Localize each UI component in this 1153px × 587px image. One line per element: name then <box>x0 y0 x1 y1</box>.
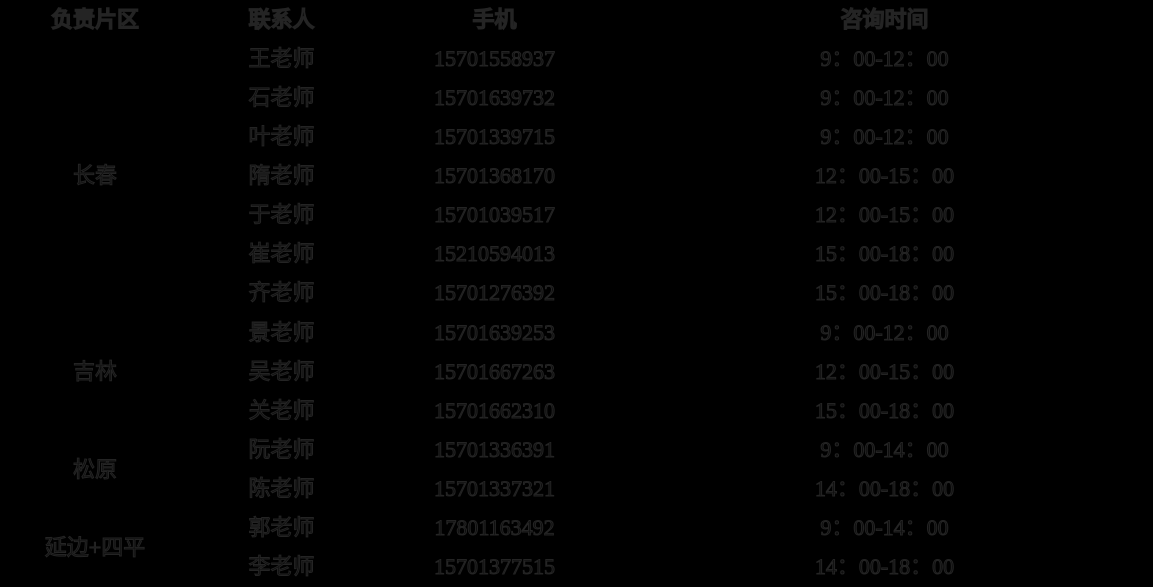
time-cell: 12：00-15：00 <box>814 162 955 188</box>
time-cell: 14：00-18：00 <box>814 476 955 502</box>
table-row: 石老师 15701639732 9：00-12：00 <box>0 78 1153 117</box>
phone-cell: 15701639253 <box>434 319 556 345</box>
time-cell: 9：00-12：00 <box>820 84 949 110</box>
phone-cell: 15701039517 <box>434 202 556 228</box>
table-row: 松原 阮老师 15701336391 9：00-14：00 <box>0 430 1153 481</box>
contact-cell: 石老师 <box>248 84 315 110</box>
contact-cell: 叶老师 <box>248 123 315 149</box>
table-row: 叶老师 15701339715 9：00-12：00 <box>0 117 1153 156</box>
phone-cell: 15701336391 <box>434 436 556 462</box>
table-row: 陈老师 15701337321 14：00-18：00 <box>0 470 1153 509</box>
phone-cell: 15701276392 <box>434 280 556 306</box>
table-row: 吴老师 15701667263 12：00-15：00 <box>0 352 1153 391</box>
phone-cell: 15701339715 <box>434 123 556 149</box>
time-cell: 12：00-15：00 <box>814 202 955 228</box>
table-row: 李老师 15701377515 14：00-18：00 <box>0 548 1153 587</box>
contact-cell: 陈老师 <box>248 476 315 502</box>
contact-cell: 吴老师 <box>248 358 315 384</box>
column-header-area: 负责片区 <box>50 6 139 32</box>
phone-cell: 15701667263 <box>434 358 556 384</box>
phone-cell: 15701377515 <box>434 554 556 580</box>
time-cell: 9：00-14：00 <box>820 436 949 462</box>
time-cell: 15：00-18：00 <box>814 280 955 306</box>
table-row: 长春 王老师 15701558937 9：00-12：00 <box>0 39 1153 187</box>
phone-cell: 15701368170 <box>434 162 556 188</box>
area-cell: 吉林 <box>72 358 117 384</box>
contact-cell: 齐老师 <box>248 280 315 306</box>
contact-cell: 郭老师 <box>248 515 315 541</box>
area-cell: 延边+四平 <box>44 534 146 560</box>
column-header-time: 咨询时间 <box>840 6 929 32</box>
phone-cell: 15210594013 <box>434 241 556 267</box>
time-cell: 15：00-18：00 <box>814 241 955 267</box>
column-header-contact: 联系人 <box>248 6 315 32</box>
time-cell: 15：00-18：00 <box>814 397 955 423</box>
table-row: 崔老师 15210594013 15：00-18：00 <box>0 235 1153 274</box>
contact-cell: 于老师 <box>248 202 315 228</box>
table-row: 齐老师 15701276392 15：00-18：00 <box>0 274 1153 313</box>
contact-cell: 崔老师 <box>248 241 315 267</box>
phone-cell: 15701558937 <box>434 45 556 71</box>
table-row: 延边+四平 郭老师 17801163492 9：00-14：00 <box>0 509 1153 559</box>
header-row: 负责片区 联系人 手机 咨询时间 <box>0 0 1153 39</box>
time-cell: 9：00-14：00 <box>820 515 949 541</box>
phone-cell: 15701639732 <box>434 84 556 110</box>
table-row: 隋老师 15701368170 12：00-15：00 <box>0 156 1153 195</box>
phone-cell: 15701662310 <box>434 397 556 423</box>
table-row: 吉林 景老师 15701639253 9：00-12：00 <box>0 313 1153 383</box>
area-cell: 松原 <box>72 456 117 482</box>
contact-cell: 李老师 <box>248 554 315 580</box>
area-cell: 长春 <box>72 162 117 188</box>
time-cell: 9：00-12：00 <box>820 123 949 149</box>
phone-cell: 17801163492 <box>434 515 555 541</box>
contact-cell: 景老师 <box>248 319 315 345</box>
contact-cell: 隋老师 <box>248 162 315 188</box>
time-cell: 12：00-15：00 <box>814 358 955 384</box>
contact-cell: 阮老师 <box>248 436 315 462</box>
time-cell: 9：00-12：00 <box>820 45 949 71</box>
phone-cell: 15701337321 <box>434 476 556 502</box>
time-cell: 9：00-12：00 <box>820 319 949 345</box>
table-body: 长春 王老师 15701558937 9：00-12：00 石老师 15701639732… <box>0 39 1153 587</box>
table-row: 于老师 15701039517 12：00-15：00 <box>0 196 1153 235</box>
column-header-phone: 手机 <box>472 6 517 32</box>
contact-cell: 王老师 <box>248 45 315 71</box>
contact-cell: 关老师 <box>248 397 315 423</box>
time-cell: 14：00-18：00 <box>814 554 955 580</box>
table-row: 关老师 15701662310 15：00-18：00 <box>0 391 1153 430</box>
